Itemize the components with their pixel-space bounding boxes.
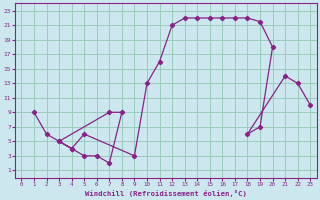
X-axis label: Windchill (Refroidissement éolien,°C): Windchill (Refroidissement éolien,°C)	[85, 190, 247, 197]
